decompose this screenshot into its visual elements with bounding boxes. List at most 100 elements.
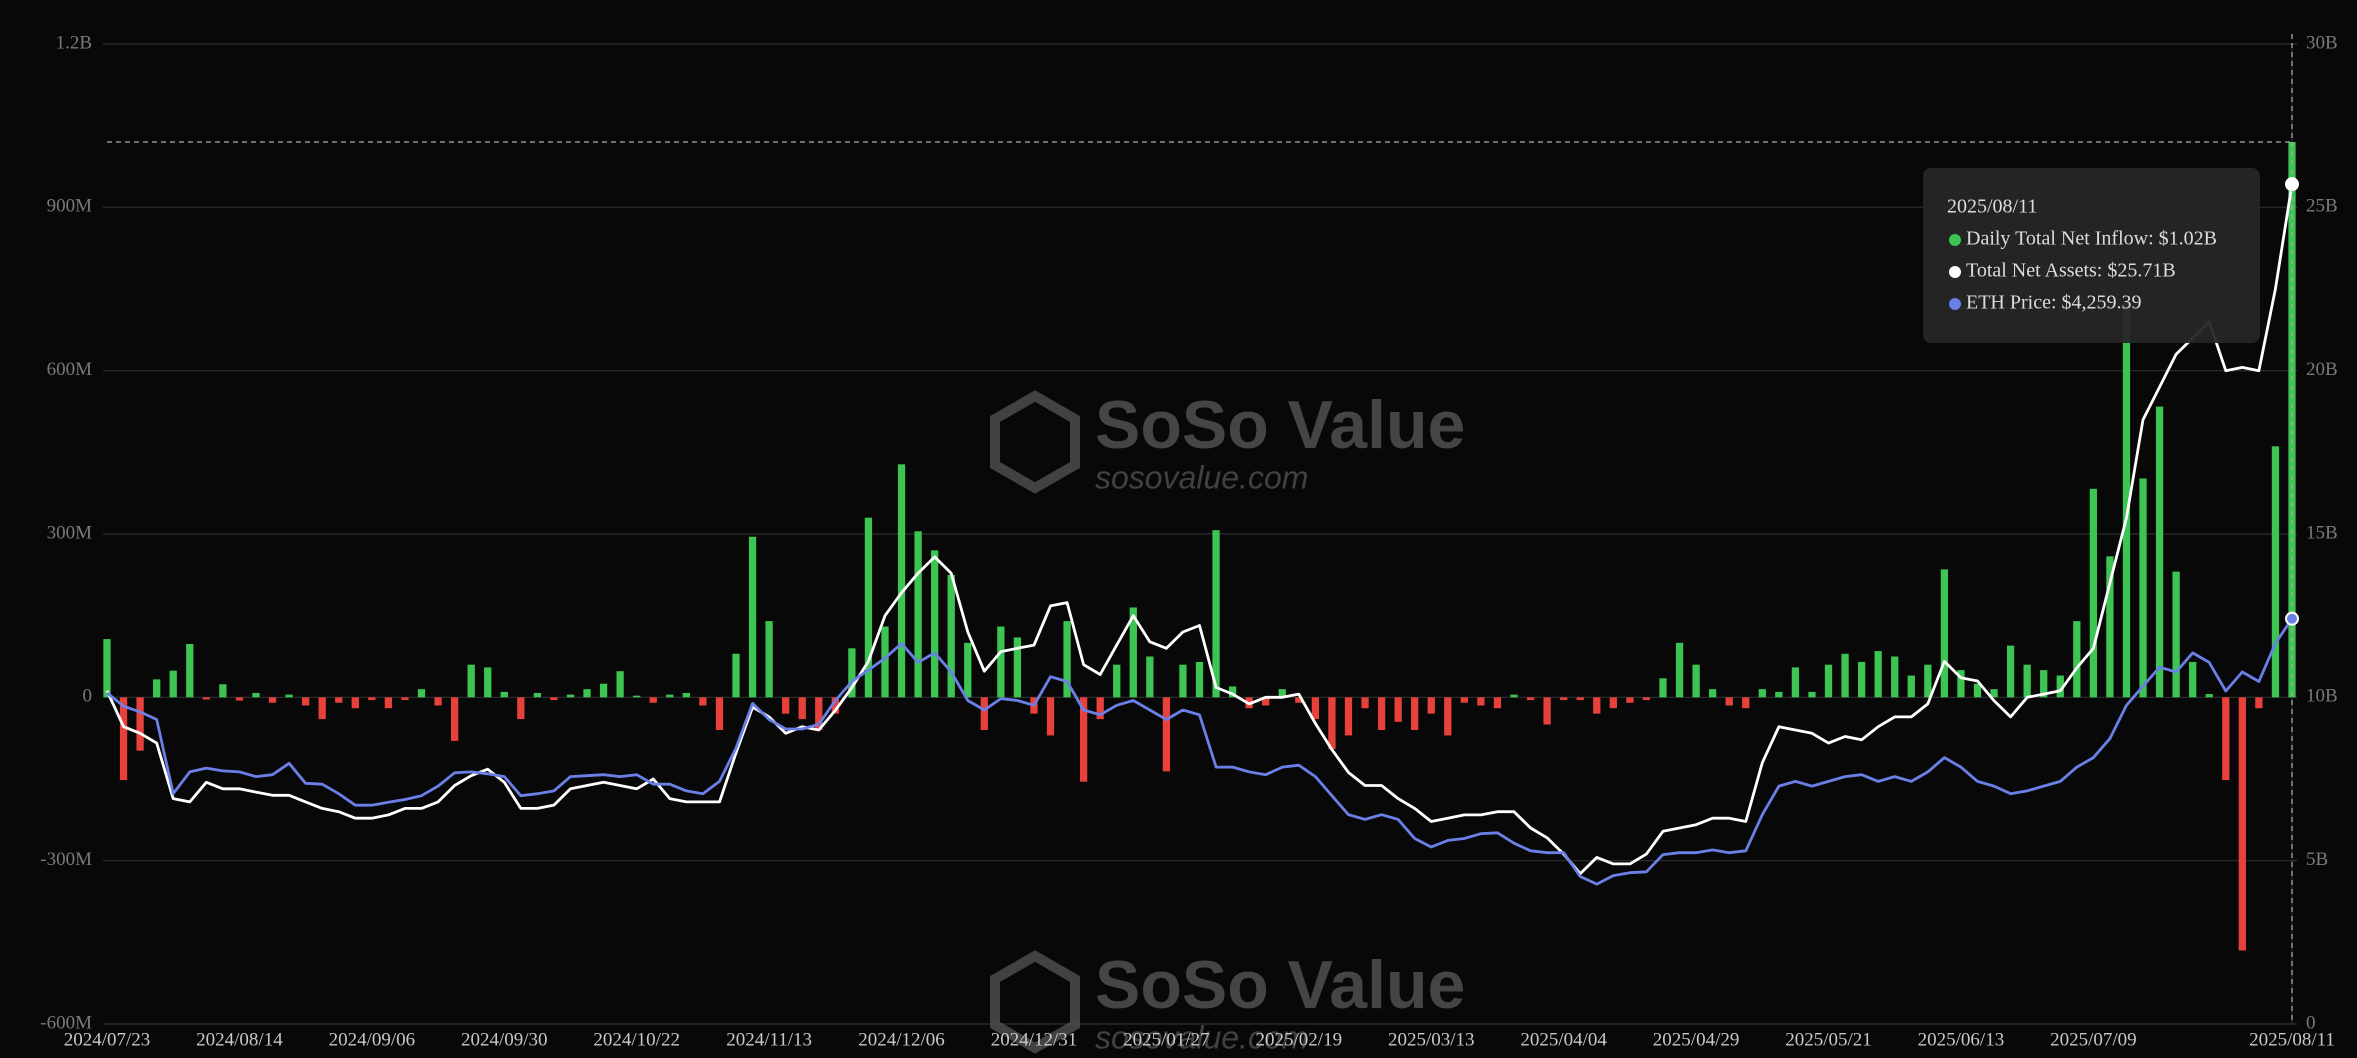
- bar: [1576, 697, 1584, 701]
- watermark-url: sosovalue.com: [1095, 459, 1308, 495]
- bar: [2255, 697, 2263, 709]
- x-tick-label: 2024/12/31: [991, 1029, 1078, 1050]
- bar: [732, 653, 740, 698]
- bar: [1659, 678, 1667, 698]
- bar: [798, 697, 806, 720]
- bar: [947, 574, 955, 698]
- bar: [748, 536, 757, 698]
- bar: [1543, 697, 1551, 725]
- bar: [268, 697, 277, 703]
- bar: [2056, 675, 2064, 698]
- bar: [715, 697, 724, 730]
- bar: [1361, 697, 1369, 709]
- y2-tick-label: 25B: [2306, 196, 2338, 217]
- bar: [1510, 694, 1518, 698]
- x-tick-label: 2025/08/11: [2249, 1029, 2335, 1050]
- x-tick-label: 2024/09/06: [329, 1029, 416, 1050]
- bar: [1377, 697, 1386, 730]
- bar: [186, 643, 194, 698]
- bar: [1593, 697, 1601, 714]
- tooltip-marker: [1949, 234, 1961, 246]
- y2-tick-label: 20B: [2306, 359, 2338, 380]
- bar: [765, 621, 773, 698]
- bar: [202, 697, 210, 700]
- y-tick-label: 1.2B: [56, 32, 92, 53]
- bar: [103, 639, 111, 698]
- x-tick-label: 2025/02/19: [1256, 1029, 1343, 1050]
- x-tick-label: 2025/01/27: [1123, 1029, 1210, 1050]
- bar: [1626, 697, 1634, 703]
- bar: [467, 664, 475, 698]
- bar: [1560, 697, 1568, 701]
- x-tick-label: 2025/06/13: [1918, 1029, 2005, 1050]
- bar: [1179, 664, 1187, 698]
- tooltip-item: Daily Total Net Inflow: $1.02B: [1966, 228, 2217, 250]
- bar: [335, 697, 343, 703]
- bar: [1079, 697, 1088, 782]
- bar: [566, 694, 575, 698]
- bar: [153, 679, 161, 698]
- bar: [301, 697, 310, 706]
- watermark-logo: [990, 950, 1080, 1054]
- bar: [1891, 656, 1899, 698]
- bar: [2271, 446, 2280, 698]
- bar: [1113, 664, 1121, 698]
- watermark-url: sosovalue.com: [1095, 1019, 1308, 1055]
- y-tick-label: 0: [83, 686, 93, 707]
- bar: [1857, 661, 1866, 698]
- bar: [1692, 664, 1700, 698]
- bar: [1824, 664, 1833, 698]
- tooltip-box: [1923, 168, 2260, 343]
- bar: [1874, 651, 1882, 698]
- watermark-brand: SoSo Value: [1095, 947, 1465, 1023]
- bar: [1162, 697, 1171, 772]
- bar: [699, 697, 707, 706]
- bar: [384, 697, 393, 709]
- bar: [1725, 697, 1733, 706]
- bar: [318, 697, 326, 720]
- bar: [1427, 697, 1435, 714]
- bar: [2189, 661, 2197, 698]
- bar: [1444, 697, 1452, 736]
- y-tick-label: -600M: [40, 1012, 92, 1033]
- bar: [1195, 661, 1204, 698]
- bar: [1311, 697, 1320, 720]
- bar: [964, 642, 972, 698]
- bar: [2222, 697, 2230, 781]
- bar: [931, 550, 939, 698]
- bar: [1841, 653, 1849, 698]
- hover-dot: [2285, 177, 2299, 192]
- bar: [1262, 697, 1270, 706]
- bar: [1212, 530, 1220, 698]
- bar: [1675, 642, 1684, 698]
- bar: [1013, 637, 1022, 698]
- bar: [616, 671, 624, 698]
- bar: [1709, 689, 1717, 698]
- tooltip-date: 2025/08/11: [1947, 196, 2037, 218]
- bar: [1295, 697, 1303, 703]
- y-tick-label: 300M: [47, 522, 93, 543]
- bar: [500, 691, 508, 698]
- y2-tick-label: 30B: [2306, 32, 2338, 53]
- y-tick-label: 900M: [47, 196, 93, 217]
- line: [105, 183, 2294, 876]
- bar: [450, 697, 459, 741]
- bar: [1278, 689, 1286, 698]
- tooltip: 2025/08/11 Daily Total Net Inflow: $1.02B…: [1923, 168, 2260, 343]
- bar: [1493, 697, 1502, 709]
- bar: [285, 694, 293, 698]
- bar: [1940, 569, 1949, 698]
- bar: [136, 697, 144, 751]
- bar: [997, 626, 1005, 698]
- bar: [1742, 697, 1750, 709]
- x-tick-label: 2025/04/04: [1520, 1029, 1607, 1050]
- x-tick-label: 2025/04/29: [1653, 1029, 1740, 1050]
- bar: [517, 697, 525, 720]
- bar: [169, 670, 177, 698]
- x-tick-label: 2024/10/22: [593, 1029, 680, 1050]
- bar: [2288, 142, 2296, 698]
- bar: [219, 684, 227, 698]
- bar: [864, 517, 873, 698]
- line: [106, 617, 2294, 886]
